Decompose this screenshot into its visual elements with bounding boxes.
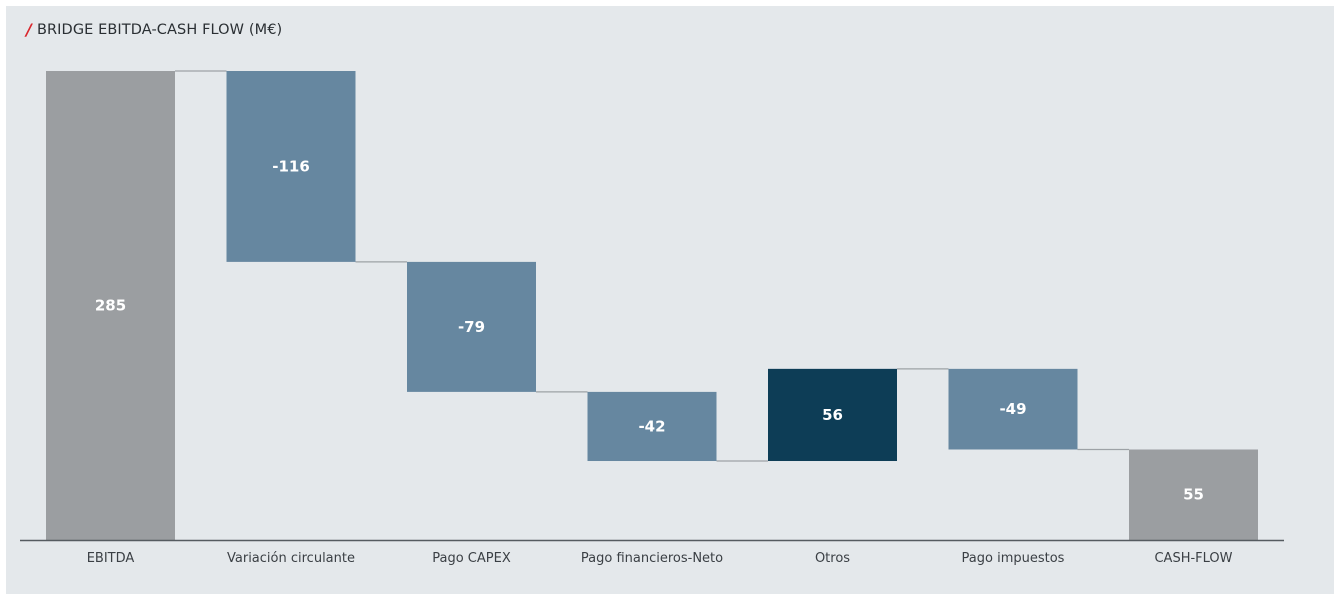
bar-value-label: -116 xyxy=(272,157,310,175)
category-label: Pago CAPEX xyxy=(432,551,511,566)
bar-5 xyxy=(948,368,1078,450)
chart-title: / BRIDGE EBITDA-CASH FLOW (M€) xyxy=(26,20,283,39)
bar-6 xyxy=(1129,449,1258,540)
bars-group: 285 -116 -79 -42 56 -49 55 xyxy=(46,71,1258,540)
category-label: Otros xyxy=(815,551,850,566)
bar-1 xyxy=(226,71,356,262)
category-label: Variación circulante xyxy=(227,551,355,566)
bar-value-label: 56 xyxy=(822,406,843,424)
category-label: Pago impuestos xyxy=(962,551,1065,566)
bar-value-label: 55 xyxy=(1183,486,1204,504)
category-label: CASH-FLOW xyxy=(1154,551,1232,566)
category-label: EBITDA xyxy=(87,551,135,566)
category-labels: EBITDA Variación circulante Pago CAPEX Pago… xyxy=(87,551,1233,566)
chart-title-text: BRIDGE EBITDA-CASH FLOW (M€) xyxy=(36,22,283,38)
title-accent-slash-icon: / xyxy=(26,20,32,39)
bar-value-label: -49 xyxy=(999,400,1026,418)
bar-0 xyxy=(46,71,175,540)
bar-value-label: -79 xyxy=(458,318,485,336)
connector-lines xyxy=(175,70,1129,462)
bar-2 xyxy=(407,261,536,392)
bar-value-label: 285 xyxy=(95,297,126,315)
bar-value-label: -42 xyxy=(638,417,665,435)
bar-4 xyxy=(768,368,897,462)
bar-3 xyxy=(587,391,717,462)
category-label: Pago financieros-Neto xyxy=(581,551,723,566)
